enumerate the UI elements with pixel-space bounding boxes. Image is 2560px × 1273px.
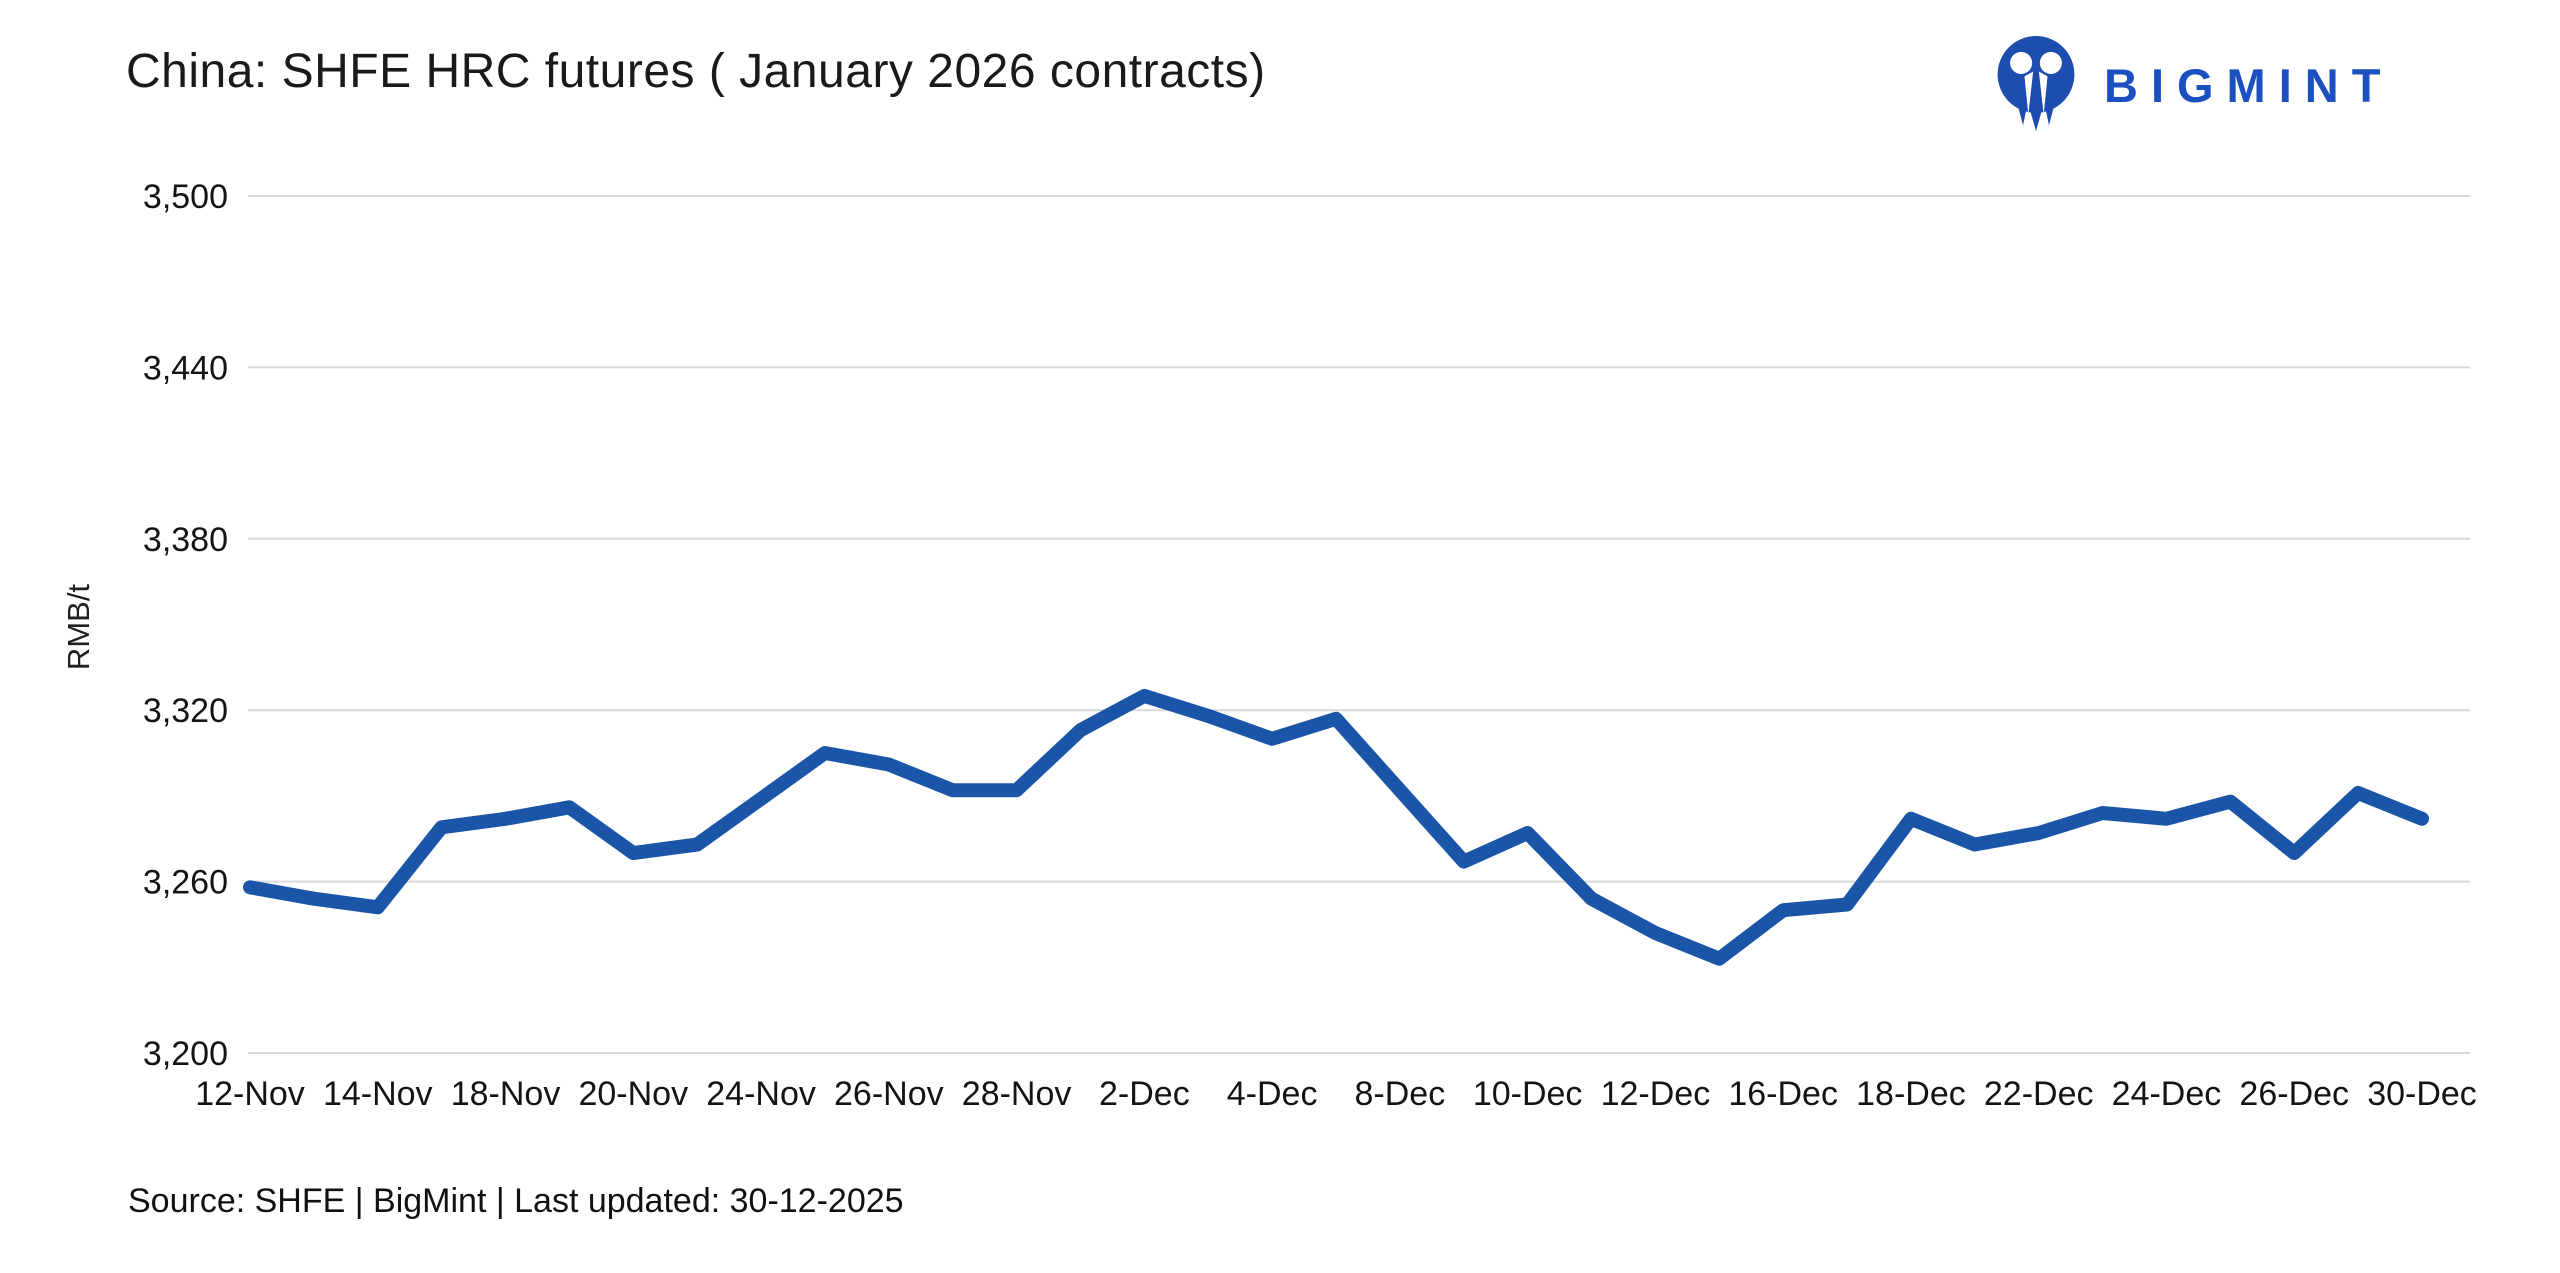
y-tick-label: 3,380: [143, 521, 228, 559]
x-tick-label: 12-Nov: [195, 1075, 305, 1113]
x-tick-label: 20-Nov: [578, 1075, 688, 1113]
x-tick-label: 22-Dec: [1984, 1075, 2094, 1113]
x-tick-label: 28-Nov: [962, 1075, 1072, 1113]
y-tick-label: 3,320: [143, 692, 228, 730]
brand-name: BIGMINT: [2104, 58, 2394, 112]
x-tick-label: 16-Dec: [1728, 1075, 1838, 1113]
x-tick-label: 18-Dec: [1856, 1075, 1966, 1113]
y-tick-label: 3,500: [143, 178, 228, 216]
x-tick-label: 24-Nov: [706, 1075, 816, 1113]
x-tick-label: 14-Nov: [323, 1075, 433, 1113]
x-tick-label: 30-Dec: [2367, 1075, 2477, 1113]
bigmint-logo-icon: [1997, 36, 2075, 132]
y-tick-label: 3,440: [143, 349, 228, 387]
y-tick-label: 3,260: [143, 864, 228, 902]
x-tick-label: 18-Nov: [451, 1075, 561, 1113]
price-line-series: [243, 688, 2429, 966]
x-tick-label: 8-Dec: [1355, 1075, 1446, 1113]
x-tick-label: 2-Dec: [1099, 1075, 1190, 1113]
source-note: Source: SHFE | BigMint | Last updated: 3…: [128, 1182, 904, 1220]
x-tick-label: 26-Dec: [2239, 1075, 2349, 1113]
chart-title: China: SHFE HRC futures ( January 2026 c…: [126, 45, 1266, 98]
x-tick-label: 10-Dec: [1473, 1075, 1583, 1113]
x-tick-label: 26-Nov: [834, 1075, 944, 1113]
x-tick-label: 4-Dec: [1227, 1075, 1318, 1113]
brand-logo: BIGMINT: [1988, 34, 2393, 136]
y-tick-label: 3,200: [143, 1035, 228, 1073]
x-tick-label: 24-Dec: [2112, 1075, 2222, 1113]
x-tick-label: 12-Dec: [1601, 1075, 1711, 1113]
